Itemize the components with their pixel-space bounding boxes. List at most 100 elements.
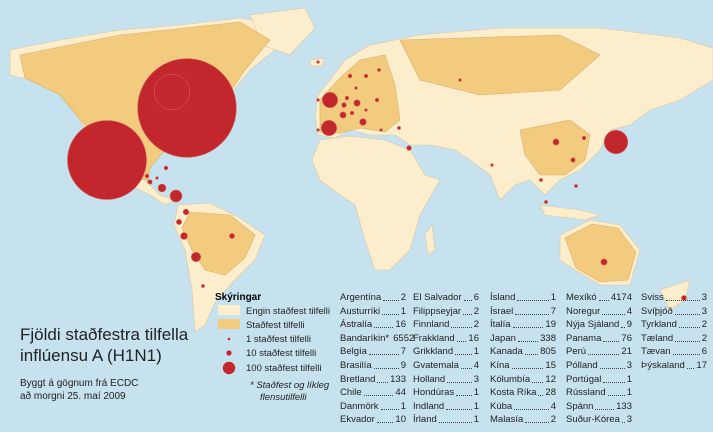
country-row: Bandaríkin* 6552	[340, 332, 414, 345]
case-bubble	[570, 157, 576, 163]
legend-swatch	[218, 305, 240, 315]
case-bubble	[316, 60, 320, 64]
case-bubble	[176, 219, 182, 225]
country-cases: 6	[701, 346, 707, 358]
country-cases: 7	[400, 346, 406, 358]
country-cases: 76	[621, 332, 632, 344]
country-row: Belgía 7	[340, 345, 406, 358]
leader	[512, 318, 544, 329]
case-bubble	[397, 126, 401, 130]
leader	[363, 386, 394, 397]
source: Byggt á gögnum frá ECDC	[20, 378, 138, 389]
country-name: Austurríki	[340, 305, 381, 317]
country-name: Holland	[413, 373, 446, 385]
country-cases: 4	[473, 360, 479, 371]
country-name: Mexíkó	[566, 292, 597, 303]
country-name: Japan	[490, 332, 516, 344]
case-bubble	[364, 108, 368, 112]
country-name: Ísland	[490, 292, 516, 303]
case-bubble	[458, 78, 462, 82]
country-row: Nýja Sjáland 9	[566, 318, 632, 331]
leader	[621, 413, 625, 424]
leader	[377, 373, 389, 383]
case-bubble	[137, 58, 237, 158]
country-name: Finnland	[413, 319, 450, 331]
case-bubble	[191, 252, 201, 262]
country-row: Ísland 1	[490, 291, 556, 304]
country-row: Tyrkland 2	[641, 318, 707, 331]
country-name: Kólumbía	[490, 373, 531, 385]
case-bubble	[603, 129, 629, 155]
land	[9, 7, 713, 333]
country-name: Þýskaland	[641, 360, 685, 371]
legend-label: 1 staðfest tilfelli	[246, 334, 311, 345]
country-name: Írland	[413, 414, 437, 426]
country-cases: 15	[545, 360, 556, 371]
country-name: Kanada	[490, 346, 523, 358]
case-bubble	[157, 183, 167, 193]
country-row: Pólland 3	[566, 359, 632, 372]
country-name: Malasía	[490, 414, 524, 426]
leader	[446, 400, 472, 410]
country-name: Suður-Kórea	[566, 414, 620, 426]
leader	[603, 373, 625, 383]
country-name: Noregur	[566, 305, 601, 317]
country-cases: 1	[550, 292, 556, 303]
country-name: Filippseyjar	[413, 305, 462, 317]
leader	[532, 373, 544, 383]
leader	[368, 345, 399, 356]
country-name: Kosta Ríka	[490, 387, 537, 399]
country-row: Finnland 2	[413, 318, 479, 331]
leader	[460, 359, 472, 369]
case-bubble	[229, 233, 235, 239]
country-name: Nýja Sjáland	[566, 319, 620, 331]
case-bubble	[163, 165, 169, 171]
leader	[373, 359, 399, 369]
country-row: Holland 3	[413, 373, 479, 386]
leader	[514, 400, 549, 410]
leader	[517, 332, 539, 342]
country-name: Kúba	[490, 400, 513, 412]
country-cases: 28	[545, 387, 556, 399]
country-cases: 3	[626, 414, 632, 426]
country-row: Ástralía 16	[340, 318, 406, 331]
case-bubble	[552, 138, 560, 146]
country-name: Ísrael	[490, 305, 514, 317]
legend-title: Skýringar	[215, 292, 261, 303]
country-cases: 16	[395, 319, 406, 331]
leader	[511, 359, 544, 369]
country-row: Frakkland 16	[413, 332, 479, 345]
leader	[603, 332, 620, 342]
country-row: Indland 1	[413, 400, 479, 413]
country-cases: 133	[616, 400, 632, 412]
legend-footnote: flensutilfelli	[260, 392, 307, 403]
leader	[524, 345, 539, 356]
country-row: Portúgal 1	[566, 373, 632, 386]
leader	[665, 291, 700, 301]
country-name: Gvatemala	[413, 360, 459, 371]
case-bubble	[353, 99, 361, 107]
country-cases: 10	[395, 414, 406, 426]
country-row: Kosta Ríka 28	[490, 386, 556, 399]
source: að morgni 25. maí 2009	[20, 390, 126, 402]
leader	[672, 345, 700, 356]
leader	[456, 332, 467, 342]
leader	[455, 345, 472, 356]
country-row: Austurríki 1	[340, 305, 406, 318]
country-name: Grikkland	[413, 346, 454, 358]
case-bubble	[169, 189, 183, 203]
country-name: Tæland	[641, 332, 674, 344]
country-cases: 4174	[610, 292, 632, 303]
country-cases: 17	[696, 360, 707, 371]
country-row: Rússland 1	[566, 386, 632, 399]
case-bubble	[316, 98, 320, 102]
case-bubble	[67, 120, 147, 200]
legend-label: 100 staðfest tilfelli	[246, 363, 322, 374]
country-cases: 805	[540, 346, 556, 358]
country-cases: 1	[473, 414, 479, 426]
leader	[674, 305, 700, 315]
country-name: Chile	[340, 387, 362, 399]
islands	[309, 57, 691, 311]
